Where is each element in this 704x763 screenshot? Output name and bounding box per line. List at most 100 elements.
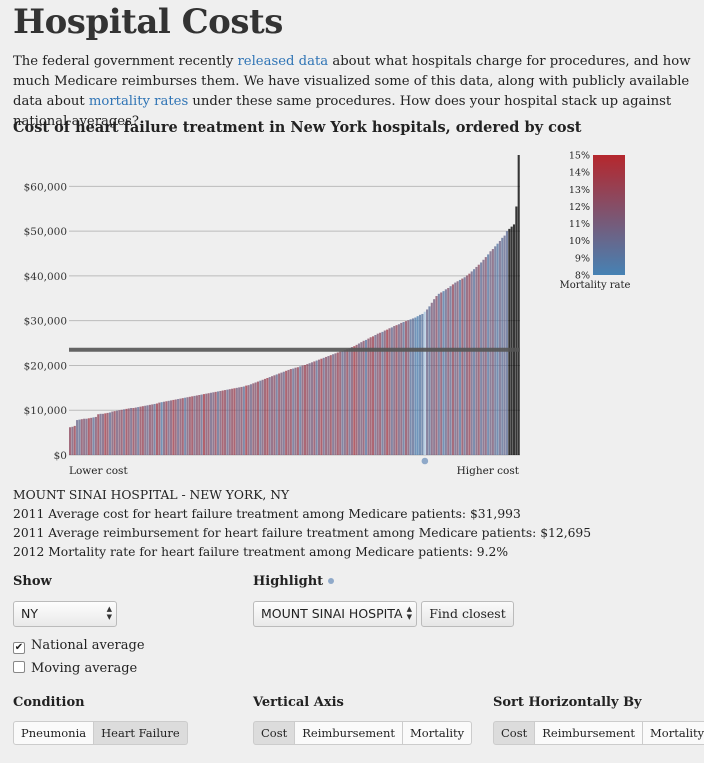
bar xyxy=(221,390,224,455)
bar xyxy=(186,397,189,455)
bar xyxy=(205,393,208,455)
bar xyxy=(198,395,201,455)
bar xyxy=(235,387,238,455)
bar xyxy=(285,370,288,455)
bar xyxy=(470,271,473,455)
bar xyxy=(160,402,163,455)
legend-tick-label: 13% xyxy=(569,185,590,196)
bar xyxy=(282,371,285,455)
bar xyxy=(449,286,452,455)
bar xyxy=(292,368,295,455)
bar xyxy=(442,291,445,455)
bar xyxy=(125,408,128,455)
checkmark-icon: ✔ xyxy=(13,642,25,654)
bar xyxy=(357,343,361,455)
bar xyxy=(174,399,177,455)
condition-heart-failure-button[interactable]: Heart Failure xyxy=(94,721,188,745)
bar xyxy=(388,328,391,455)
bar xyxy=(447,287,450,455)
moving-average-checkbox[interactable]: Moving average xyxy=(13,661,137,676)
legend-tick-label: 12% xyxy=(569,202,590,213)
bar xyxy=(87,418,90,455)
bar xyxy=(151,404,154,455)
bar xyxy=(101,413,104,455)
y-tick-label: $50,000 xyxy=(24,226,67,238)
bar xyxy=(343,350,346,455)
intro-text-3: under these same procedures. How does yo… xyxy=(13,94,672,129)
vertical-axis-label: Vertical Axis xyxy=(253,695,344,710)
bar xyxy=(209,392,213,455)
bar xyxy=(259,380,262,455)
axis-cost-button[interactable]: Cost xyxy=(253,721,296,745)
bar xyxy=(294,367,297,455)
bar xyxy=(411,318,415,455)
bar xyxy=(104,413,107,455)
bar xyxy=(320,358,323,455)
mortality-rates-link[interactable]: mortality rates xyxy=(88,94,189,109)
bar xyxy=(463,277,466,455)
bar xyxy=(162,401,166,455)
bar xyxy=(195,395,198,455)
bar xyxy=(120,409,123,455)
bar xyxy=(303,365,306,455)
hospital-select[interactable]: MOUNT SINAI HOSPITA ▲ ▼ xyxy=(253,601,417,627)
bar xyxy=(416,316,419,455)
bar xyxy=(78,419,81,455)
bar xyxy=(127,408,130,455)
bar xyxy=(397,324,400,455)
bar xyxy=(517,155,520,455)
bar xyxy=(289,369,292,455)
legend-tick-label: 14% xyxy=(569,168,590,179)
sort-reimbursement-button[interactable]: Reimbursement xyxy=(535,721,644,745)
bar xyxy=(414,317,417,455)
hospital-info: MOUNT SINAI HOSPITAL - NEW YORK, NY 2011… xyxy=(13,486,591,562)
bar xyxy=(263,378,267,455)
bar xyxy=(322,357,325,455)
bar xyxy=(247,385,250,455)
bar xyxy=(207,393,210,455)
sort-cost-button[interactable]: Cost xyxy=(493,721,536,745)
bar xyxy=(360,342,363,455)
bar xyxy=(113,411,116,455)
bar xyxy=(433,299,436,455)
bar xyxy=(386,329,389,455)
intro-text-1: The federal government recently xyxy=(13,54,238,69)
bar xyxy=(367,338,370,455)
bar xyxy=(393,326,396,455)
bar xyxy=(179,398,182,455)
checkbox-empty-icon xyxy=(13,661,25,673)
bar xyxy=(332,354,335,455)
condition-pneumonia-button[interactable]: Pneumonia xyxy=(13,721,95,745)
bar xyxy=(301,365,304,455)
find-closest-button[interactable]: Find closest xyxy=(421,601,514,627)
bar xyxy=(94,416,97,455)
bar xyxy=(421,313,424,455)
bar xyxy=(515,206,518,455)
bar xyxy=(108,412,112,455)
bar xyxy=(184,397,187,455)
bar xyxy=(308,363,311,455)
bar xyxy=(418,314,422,455)
mortality-legend-bar xyxy=(593,155,625,275)
bar xyxy=(379,332,382,455)
sort-mortality-button[interactable]: Mortality xyxy=(643,721,704,745)
bar xyxy=(191,396,194,455)
bar xyxy=(153,403,156,455)
state-select[interactable]: NY ▲ ▼ xyxy=(13,601,117,627)
bar xyxy=(491,249,494,455)
bar xyxy=(181,398,184,455)
cost-chart: $0 $10,000 $20,000 $30,000 $40,000 $50,000 $60… xyxy=(24,151,631,478)
national-average-checkbox[interactable]: ✔ National average xyxy=(13,638,145,654)
bar xyxy=(440,292,443,455)
bar xyxy=(141,406,144,455)
released-data-link[interactable]: released data xyxy=(237,54,329,69)
bar xyxy=(376,333,379,455)
bar xyxy=(407,320,410,455)
axis-mortality-button[interactable]: Mortality xyxy=(403,721,473,745)
axis-reimbursement-button[interactable]: Reimbursement xyxy=(295,721,404,745)
bar xyxy=(334,353,337,455)
y-tick-label: $40,000 xyxy=(24,271,67,283)
bar xyxy=(224,390,227,455)
bar xyxy=(390,327,393,455)
legend-tick-label: 15% xyxy=(569,151,590,162)
